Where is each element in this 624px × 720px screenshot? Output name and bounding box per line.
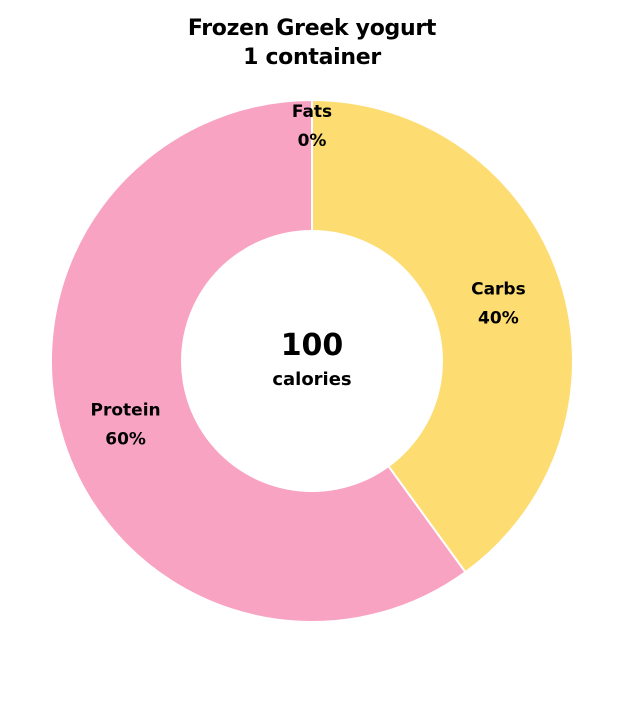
- slice-labels: Fats 0% Carbs 40% Protein 60%: [91, 102, 526, 450]
- slice-label-protein: Protein: [91, 401, 161, 421]
- slice-label-fats: Fats: [292, 102, 332, 122]
- slice-value-protein: 60%: [105, 430, 146, 450]
- chart-subtitle: 1 container: [243, 45, 381, 70]
- slice-value-carbs: 40%: [478, 308, 519, 328]
- slice-value-fats: 0%: [298, 131, 327, 151]
- donut-hole: [181, 230, 443, 492]
- center-label: calories: [272, 369, 351, 390]
- center-value: 100: [281, 328, 344, 363]
- chart-title: Frozen Greek yogurt: [187, 16, 437, 41]
- slice-carbs: [311, 98, 574, 574]
- chart-title-block: Frozen Greek yogurt 1 container: [0, 14, 624, 72]
- slice-label-carbs: Carbs: [471, 279, 526, 299]
